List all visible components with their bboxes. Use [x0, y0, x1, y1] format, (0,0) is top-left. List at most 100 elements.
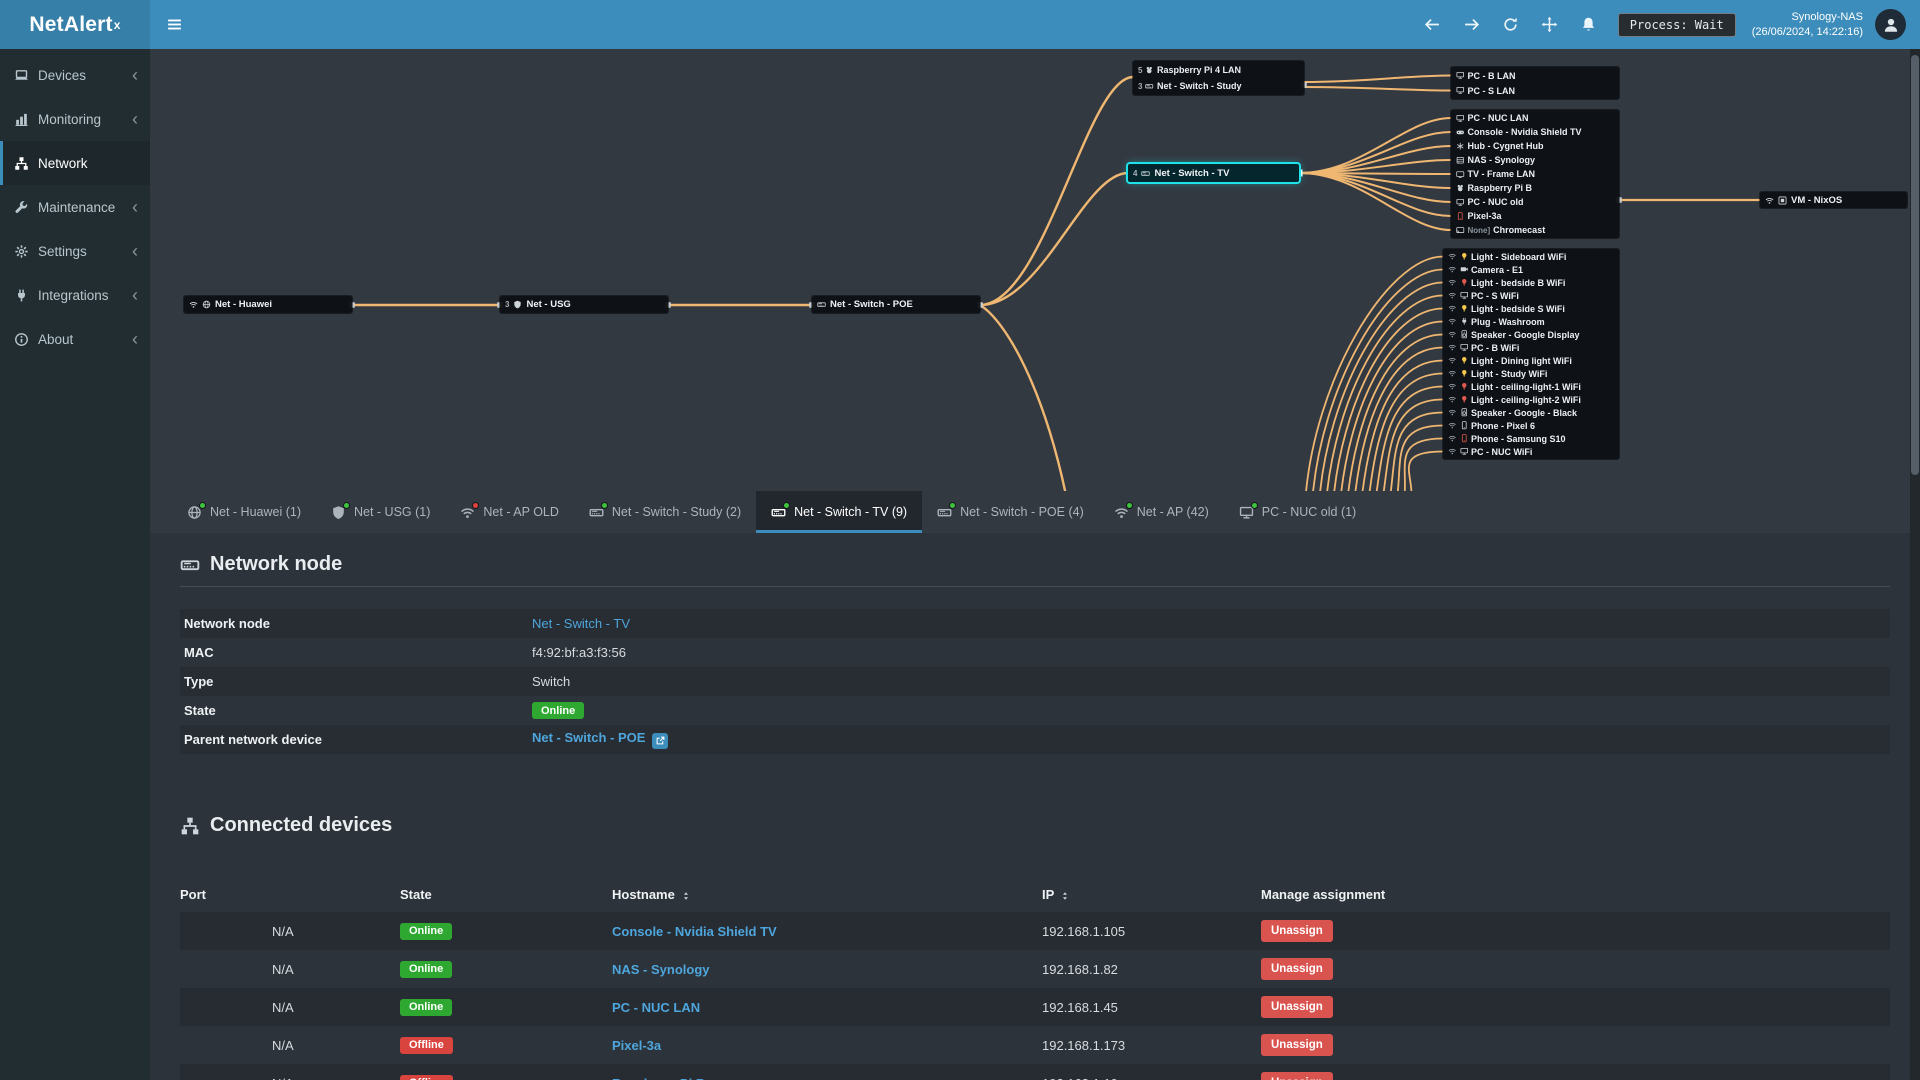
back-button[interactable]	[1424, 16, 1442, 34]
tab-net-ap-old[interactable]: Net - AP OLD	[445, 491, 574, 533]
status-dot	[1125, 501, 1133, 509]
scrollbar-track[interactable]	[1910, 49, 1920, 1080]
state-badge: Offline	[400, 1074, 453, 1080]
device-label: Camera - E1	[1471, 264, 1524, 275]
device-chromecast[interactable]: None] Chromecast	[1451, 223, 1619, 237]
wrench-icon	[14, 200, 29, 215]
device-pc-b-lan[interactable]: PC - B LAN	[1451, 68, 1619, 83]
unassign-button[interactable]: Unassign	[1261, 920, 1333, 942]
pc-icon	[1456, 86, 1465, 95]
device-phone-pixel-6[interactable]: Phone - Pixel 6	[1443, 419, 1619, 432]
device-pc-nuc-old[interactable]: PC - NUC old	[1451, 195, 1619, 209]
device-console-nvidia-shield-tv[interactable]: Console - Nvidia Shield TV	[1451, 125, 1619, 139]
tab-net-huawei-1[interactable]: Net - Huawei (1)	[172, 491, 316, 533]
node-net-switch-tv[interactable]: 4 Net - Switch - TV	[1128, 164, 1299, 182]
device-label: Speaker - Google - Black	[1471, 407, 1578, 418]
device-speaker-google-black[interactable]: Speaker - Google - Black	[1443, 406, 1619, 419]
device-pc-s-wifi[interactable]: PC - S WiFi	[1443, 289, 1619, 302]
sidebar-item-label: Monitoring	[38, 111, 102, 127]
unassign-button[interactable]: Unassign	[1261, 1034, 1333, 1056]
refresh-button[interactable]	[1502, 16, 1520, 34]
device-row-pixel-3a: N/A Offline Pixel-3a 192.168.1.173 Unassign	[180, 1026, 1890, 1064]
device-pc-nuc-wifi[interactable]: PC - NUC WiFi	[1443, 445, 1619, 458]
sidebar-item-devices[interactable]: Devices ‹	[0, 53, 150, 97]
column-header-hostname[interactable]: Hostname	[612, 887, 1042, 902]
device-raspberry-pi-b[interactable]: Raspberry Pi B	[1451, 181, 1619, 195]
device-pc-nuc-lan[interactable]: PC - NUC LAN	[1451, 111, 1619, 125]
tab-net-switch-poe-4[interactable]: Net - Switch - POE (4)	[922, 491, 1099, 533]
plug-icon	[14, 288, 29, 303]
device-light-sideboard-wifi[interactable]: Light - Sideboard WiFi	[1443, 250, 1619, 263]
device-speaker-google-display[interactable]: Speaker - Google Display	[1443, 328, 1619, 341]
cell-ip: 192.168.1.19	[1042, 1076, 1261, 1080]
user-avatar[interactable]	[1875, 9, 1906, 40]
device-tv-frame-lan[interactable]: TV - Frame LAN	[1451, 167, 1619, 181]
forward-button[interactable]	[1463, 16, 1481, 34]
process-status-button[interactable]: Process: Wait	[1617, 12, 1736, 37]
column-header-ip[interactable]: IP	[1042, 887, 1261, 902]
bulb-icon	[1460, 278, 1469, 287]
switch-icon	[1141, 169, 1150, 178]
sidebar-item-network[interactable]: Network	[0, 141, 150, 185]
device-plug-washroom[interactable]: Plug - Washroom	[1443, 315, 1619, 328]
sidebar-item-integrations[interactable]: Integrations ‹	[0, 273, 150, 317]
device-nas-synology[interactable]: NAS - Synology	[1451, 153, 1619, 167]
unassign-button[interactable]: Unassign	[1261, 958, 1333, 980]
sidebar-item-about[interactable]: About ‹	[0, 317, 150, 361]
link-net-switch-tv[interactable]: Net - Switch - TV	[532, 616, 631, 631]
device-hub-cygnet-hub[interactable]: Hub - Cygnet Hub	[1451, 139, 1619, 153]
connected-devices-heading: Connected devices	[180, 814, 1890, 837]
hostname-link[interactable]: PC - NUC LAN	[612, 999, 701, 1015]
app-logo[interactable]: NetAlert x	[0, 0, 150, 49]
device-pc-b-wifi[interactable]: PC - B WiFi	[1443, 341, 1619, 354]
tab-net-ap-42[interactable]: Net - AP (42)	[1099, 491, 1224, 533]
column-header-port: Port	[180, 887, 206, 902]
device-light-dining-light-wifi[interactable]: Light - Dining light WiFi	[1443, 354, 1619, 367]
hostname-link[interactable]: Pixel-3a	[612, 1037, 662, 1053]
device-pixel-3a[interactable]: Pixel-3a	[1451, 209, 1619, 223]
external-link-icon[interactable]	[652, 732, 669, 749]
sidebar-item-monitoring[interactable]: Monitoring ‹	[0, 97, 150, 141]
device-light-ceiling-light-2-wifi[interactable]: Light - ceiling-light-2 WiFi	[1443, 393, 1619, 406]
node-vm-nixos[interactable]: VM - NixOS	[1760, 192, 1907, 208]
node-net-huawei[interactable]: Net - Huawei	[184, 296, 352, 313]
device-label: PC - S LAN	[1467, 85, 1516, 96]
cell-ip: 192.168.1.173	[1042, 1037, 1126, 1053]
device-light-study-wifi[interactable]: Light - Study WiFi	[1443, 367, 1619, 380]
sidebar-item-maintenance[interactable]: Maintenance ‹	[0, 185, 150, 229]
device-phone-samsung-s10[interactable]: Phone - Samsung S10	[1443, 432, 1619, 445]
device-pc-s-lan[interactable]: PC - S LAN	[1451, 83, 1619, 98]
device-raspberry-pi-4-lan[interactable]: 5 Raspberry Pi 4 LAN	[1138, 65, 1241, 75]
device-camera-e1[interactable]: Camera - E1	[1443, 263, 1619, 276]
tab-net-usg-1[interactable]: Net - USG (1)	[316, 491, 445, 533]
notifications-button[interactable]	[1580, 16, 1598, 34]
device-light-bedside-b-wifi[interactable]: Light - bedside B WiFi	[1443, 276, 1619, 289]
scrollbar-thumb[interactable]	[1911, 55, 1919, 475]
tab-net-switch-study-2[interactable]: Net - Switch - Study (2)	[574, 491, 756, 533]
hostname-link[interactable]: Raspberry Pi B	[612, 1076, 705, 1080]
device-light-bedside-s-wifi[interactable]: Light - bedside S WiFi	[1443, 302, 1619, 315]
hostname-link[interactable]: Console - Nvidia Shield TV	[612, 923, 777, 939]
wifi-icon	[1448, 252, 1457, 261]
phone-icon	[1456, 212, 1465, 221]
sidebar-item-settings[interactable]: Settings ‹	[0, 229, 150, 273]
pc-icon	[1456, 198, 1465, 207]
node-net-usg[interactable]: 3 Net - USG	[500, 296, 668, 313]
unassign-button[interactable]: Unassign	[1261, 1072, 1333, 1080]
hamburger-menu-button[interactable]	[150, 0, 198, 49]
link-net-switch-poe[interactable]: Net - Switch - POE	[532, 730, 646, 746]
info-row-parent-network-device: Parent network device Net - Switch - POE	[180, 725, 1890, 754]
cell-state: Online	[400, 922, 612, 940]
move-button[interactable]	[1541, 16, 1559, 34]
device-light-ceiling-light-1-wifi[interactable]: Light - ceiling-light-1 WiFi	[1443, 380, 1619, 393]
device-net-switch-study[interactable]: 3 Net - Switch - Study	[1138, 81, 1242, 91]
topbar: NetAlert x Process: Wait Synology-NAS (26…	[0, 0, 1920, 49]
shield-icon	[331, 501, 350, 520]
node-label: VM - NixOS	[1791, 194, 1843, 206]
port-label: None]	[1467, 225, 1491, 235]
hostname-link[interactable]: NAS - Synology	[612, 961, 710, 977]
node-net-switch-poe[interactable]: Net - Switch - POE	[812, 296, 980, 313]
unassign-button[interactable]: Unassign	[1261, 996, 1333, 1018]
tab-net-switch-tv-9[interactable]: Net - Switch - TV (9)	[756, 491, 923, 533]
tab-pc-nuc-old-1[interactable]: PC - NUC old (1)	[1224, 491, 1371, 533]
